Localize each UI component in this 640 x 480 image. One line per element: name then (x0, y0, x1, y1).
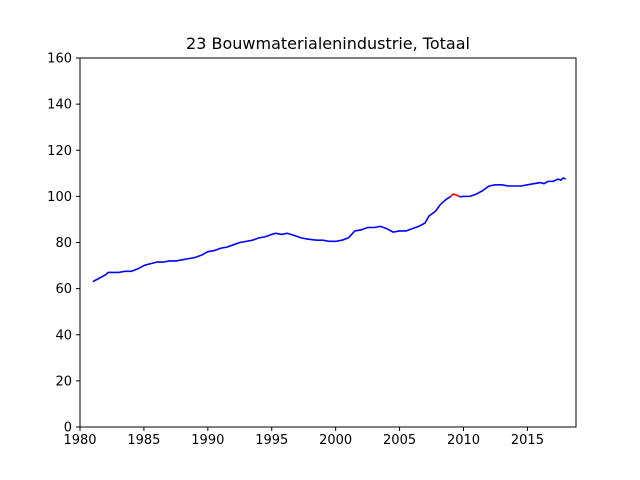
y-tick-label-8: 160 (47, 52, 72, 67)
series-layer (92, 177, 567, 283)
x-tick-label-5: 2005 (383, 433, 416, 448)
series-line-0 (92, 195, 452, 283)
x-tick-label-6: 2010 (447, 433, 480, 448)
y-tick-label-5: 100 (47, 190, 72, 205)
x-tick-label-4: 2000 (319, 433, 352, 448)
x-tick-label-2: 1990 (191, 433, 224, 448)
series-line-1 (450, 193, 461, 198)
chart-title: 23 Bouwmaterialenindustrie, Totaal (186, 34, 470, 53)
x-tick-label-1: 1985 (127, 433, 160, 448)
ticks-layer: 1980 1985 1990 1995 2000 2005 2010 2015 0 20 40 60 8… (47, 52, 544, 449)
x-tick-label-3: 1995 (255, 433, 288, 448)
y-tick-label-0: 0 (64, 421, 72, 436)
y-tick-label-1: 20 (55, 374, 72, 389)
y-tick-label-7: 140 (47, 98, 72, 113)
y-tick-label-3: 60 (55, 282, 72, 297)
y-tick-label-4: 80 (55, 236, 72, 251)
plot-frame (79, 57, 577, 428)
y-tick-label-2: 40 (55, 328, 72, 343)
y-tick-label-6: 120 (47, 144, 72, 159)
series-line-2 (459, 177, 567, 198)
x-tick-label-0: 1980 (63, 433, 96, 448)
x-tick-label-7: 2015 (511, 433, 544, 448)
